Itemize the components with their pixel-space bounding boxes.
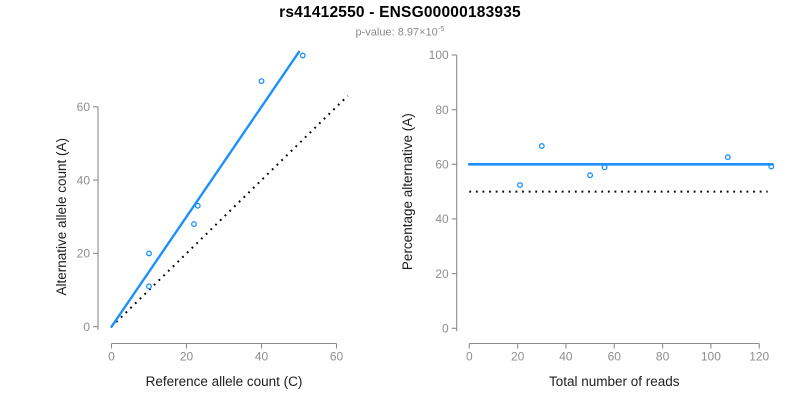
identity-line [110, 95, 349, 328]
x-tick-label: 100 [701, 350, 721, 364]
data-point [299, 52, 306, 59]
figure-title: rs41412550 - ENSG00000183935 [279, 4, 521, 21]
figure-subtitle: p-value: 8.97×10-5 [0, 24, 800, 39]
data-point [146, 250, 152, 257]
y-tick-label: 40 [77, 173, 91, 187]
y-tick-label: 100 [429, 48, 449, 62]
x-tick-label: 0 [108, 350, 115, 364]
x-axis-label: Total number of reads [549, 374, 680, 389]
data-point [517, 182, 523, 189]
data-point [587, 172, 594, 179]
x-tick-label: 40 [559, 350, 573, 364]
y-axis-label: Alternative allele count (A) [54, 138, 69, 296]
data-point [601, 164, 608, 171]
p-value-exponent: -5 [437, 24, 445, 33]
y-tick-label: 80 [435, 103, 449, 117]
data-point [724, 154, 731, 161]
data-point [194, 202, 201, 209]
x-tick-label: 80 [656, 350, 670, 364]
data-point [538, 143, 545, 149]
y-tick-label: 60 [77, 100, 91, 114]
data-point [258, 78, 265, 85]
y-tick-label: 20 [77, 247, 91, 261]
x-tick-label: 60 [330, 350, 344, 364]
data-point [146, 283, 152, 290]
fit-line [110, 50, 301, 328]
x-tick-label: 0 [466, 350, 473, 364]
data-point [191, 221, 197, 228]
y-axis-label: Percentage alternative (A) [400, 113, 415, 270]
y-tick-label: 40 [435, 212, 449, 226]
x-tick-label: 20 [511, 350, 525, 364]
y-tick-label: 20 [435, 267, 449, 281]
x-tick-label: 20 [180, 350, 194, 364]
y-tick-label: 60 [435, 158, 449, 172]
x-axis-label: Reference allele count (C) [146, 374, 303, 389]
data-point [768, 163, 775, 170]
x-tick-label: 40 [255, 350, 269, 364]
x-tick-label: 60 [608, 350, 622, 364]
p-value-text: p-value: 8.97×10 [355, 26, 438, 39]
y-tick-label: 0 [442, 322, 449, 336]
y-tick-label: 0 [83, 320, 90, 334]
x-tick-label: 120 [749, 350, 769, 364]
